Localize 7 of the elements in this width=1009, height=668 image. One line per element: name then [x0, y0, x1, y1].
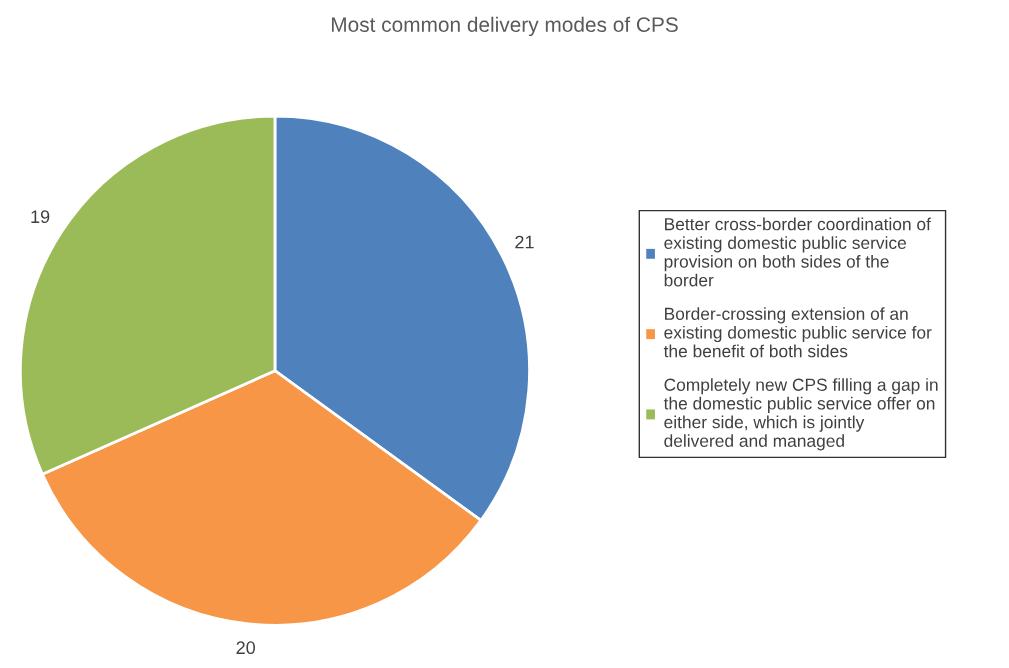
legend-label: Completely new CPS filling a gap in the domestic public service offer on either side, which is jointly delivered and managed	[663, 378, 938, 451]
data-label: 19	[31, 210, 50, 224]
data-label: 20	[236, 641, 256, 655]
data-label: 21	[515, 235, 534, 249]
legend-label: Border-crossing extension of an existing domestic public service for the benefit of both sides	[663, 307, 932, 358]
chart-title: Most common delivery modes of CPS	[331, 16, 678, 37]
legend-label: Better cross-border coordination of existing domestic public service provision on both sides of the border	[664, 217, 931, 287]
